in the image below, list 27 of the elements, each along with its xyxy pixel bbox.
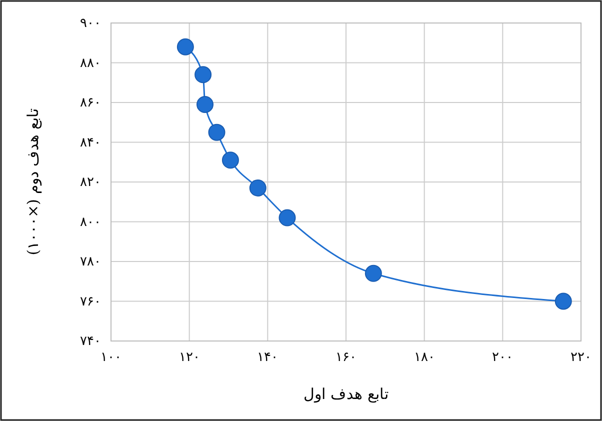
point	[222, 152, 239, 169]
x-tick-label: ۲۰۰	[492, 350, 514, 365]
y-tick-label: ۸۶۰	[80, 96, 101, 110]
x-tick-label: ۱۴۰	[257, 350, 278, 365]
x-tick-label: ۱۰۰	[100, 350, 122, 365]
y-tick-label: ۷۶۰	[80, 294, 101, 310]
point	[196, 96, 214, 113]
point	[364, 264, 382, 282]
y-tick-label: ۸۰۰	[80, 214, 101, 230]
x-tick-label: ۱۶۰	[336, 350, 356, 365]
y-tick-label: ۸۲۰	[80, 175, 101, 190]
point	[208, 124, 226, 141]
point	[194, 66, 212, 84]
point	[249, 179, 266, 196]
y-tick-label: ۷۸۰	[80, 254, 101, 270]
y-tick-label: ۹۰۰	[80, 16, 101, 31]
point	[176, 38, 194, 56]
x-tick-label: ۱۸۰	[414, 350, 435, 365]
y-tick-label: ۸۸۰	[80, 56, 101, 71]
point	[278, 209, 296, 226]
y-tick-label: ۷۴۰	[80, 334, 101, 349]
y-axis-title: تابع هدف دوم (×۱۰۰۰)	[24, 108, 42, 256]
x-axis-title: تابع هدف اول	[304, 385, 388, 403]
point	[554, 292, 572, 310]
x-tick-label: ۲۲۰	[570, 350, 592, 365]
y-tick-label: ۸۴۰	[80, 135, 101, 150]
x-tick-label: ۱۲۰	[178, 350, 200, 365]
